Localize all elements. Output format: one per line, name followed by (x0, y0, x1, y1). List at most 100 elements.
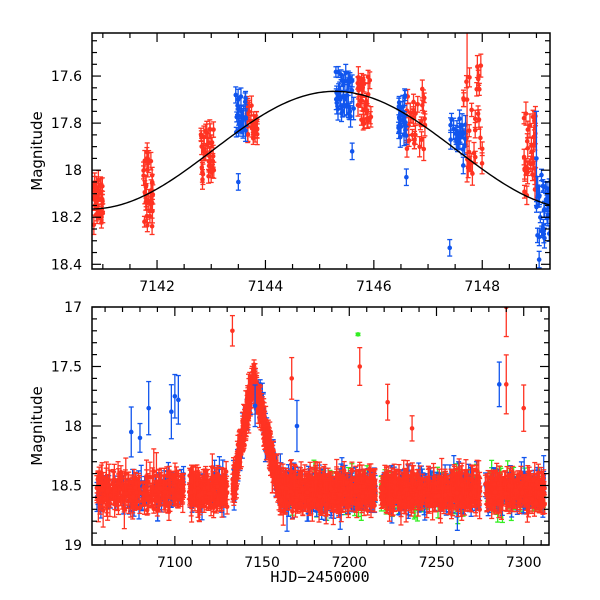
red-data-point (531, 126, 537, 148)
red-outlier-point (357, 347, 363, 386)
blue-outlier-point (235, 173, 241, 191)
top-y-axis-title: Magnitude (28, 111, 46, 190)
red-data-point (175, 491, 181, 502)
blue-outlier-point (137, 422, 143, 453)
red-data-point (144, 218, 150, 233)
red-data-point (99, 177, 105, 196)
blue-data-point (339, 74, 345, 87)
red-data-point (144, 146, 150, 171)
blue-data-point (538, 168, 544, 182)
x-tick-label: 7148 (464, 279, 500, 295)
x-tick-label: 7300 (506, 555, 542, 571)
y-tick-label: 18 (64, 419, 82, 435)
bottom-x-axis-title: HJD−2450000 (270, 568, 369, 586)
red-data-point (178, 479, 184, 494)
top-plot-frame (91, 32, 551, 270)
red-data-point (404, 139, 410, 158)
blue-data-point (533, 110, 539, 207)
top-panel-data (92, 33, 550, 269)
y-tick-label: 17.6 (51, 69, 82, 85)
model-curve (91, 90, 551, 210)
red-data-point (162, 486, 168, 498)
red-data-point (530, 151, 536, 176)
blue-outlier-point (496, 361, 502, 408)
blue-outlier-point (294, 399, 300, 453)
red-data-point (105, 484, 111, 497)
blue-outlier-point (447, 238, 453, 257)
red-data-point (99, 476, 105, 503)
red-data-point (165, 495, 171, 514)
red-data-point (207, 119, 213, 140)
red-outlier-point (409, 415, 415, 442)
red-data-point (419, 79, 425, 99)
red-data-point (153, 495, 159, 504)
blue-data-point (348, 105, 354, 128)
blue-data-point (458, 126, 464, 145)
red-outlier-point (503, 354, 509, 415)
blue-outlier-point (146, 380, 152, 436)
red-outlier-point (521, 384, 527, 432)
red-data-point (419, 131, 425, 149)
y-tick-label: 18.2 (51, 210, 82, 226)
red-data-point (149, 467, 155, 508)
red-data-point (411, 137, 417, 150)
top-panel-ticks: 7142 7144 7146 7148 17.6 17.8 18 18.2 18.4 (51, 33, 550, 295)
red-data-point (467, 67, 473, 88)
x-tick-label: 7142 (139, 279, 175, 295)
red-outlier-point (289, 356, 295, 400)
blue-outlier-point (128, 406, 134, 458)
red-data-point (203, 123, 209, 139)
blue-data-point (546, 225, 550, 243)
red-data-point (96, 182, 102, 201)
red-data-point (460, 89, 466, 108)
blue-data-point (333, 66, 339, 78)
blue-data-point (546, 178, 550, 203)
x-tick-label: 7146 (356, 279, 392, 295)
y-tick-label: 17.8 (51, 116, 82, 132)
red-data-point (361, 74, 367, 93)
red-data-point (472, 121, 478, 139)
red-data-point (157, 492, 163, 513)
y-tick-label: 18.5 (51, 479, 82, 495)
red-data-point (96, 203, 102, 220)
red-data-point (525, 136, 531, 160)
red-data-point (171, 473, 177, 486)
red-outlier-point (385, 383, 391, 421)
blue-data-point (537, 211, 543, 224)
bottom-y-axis-title: Magnitude (28, 386, 46, 465)
red-data-point (476, 109, 482, 130)
red-data-point (110, 468, 116, 501)
red-data-point (115, 468, 121, 499)
blue-data-point (398, 106, 404, 123)
red-data-point (208, 161, 214, 184)
green-outlier-point (355, 332, 361, 337)
red-data-point (148, 196, 154, 213)
blue-data-point (401, 122, 407, 147)
y-tick-label: 18.4 (51, 257, 82, 273)
x-tick-label: 7250 (419, 555, 455, 571)
red-outlier-point (229, 314, 235, 347)
red-data-point (249, 95, 255, 116)
red-data-point (149, 166, 155, 185)
blue-data-point (341, 96, 347, 117)
y-tick-label: 19 (64, 538, 82, 554)
x-tick-label: 7144 (248, 279, 284, 295)
blue-outlier-point (536, 250, 542, 269)
red-data-point (130, 489, 136, 505)
red-data-point (200, 163, 206, 186)
red-data-point (94, 492, 100, 504)
red-data-point (472, 150, 478, 164)
blue-outlier-point (349, 142, 355, 161)
red-data-point (169, 479, 175, 500)
top-panel: 7142 7144 7146 7148 17.6 17.8 18 18.2 18.4 Magni… (28, 32, 551, 295)
y-tick-label: 17 (64, 300, 82, 316)
bottom-panel-data (94, 307, 548, 532)
red-data-point (415, 95, 421, 113)
red-data-point (464, 33, 470, 183)
blue-outlier-point (175, 374, 181, 425)
y-tick-label: 17.5 (51, 360, 82, 376)
red-data-point (474, 54, 480, 79)
blue-data-point (544, 212, 550, 225)
red-data-point (123, 480, 129, 506)
